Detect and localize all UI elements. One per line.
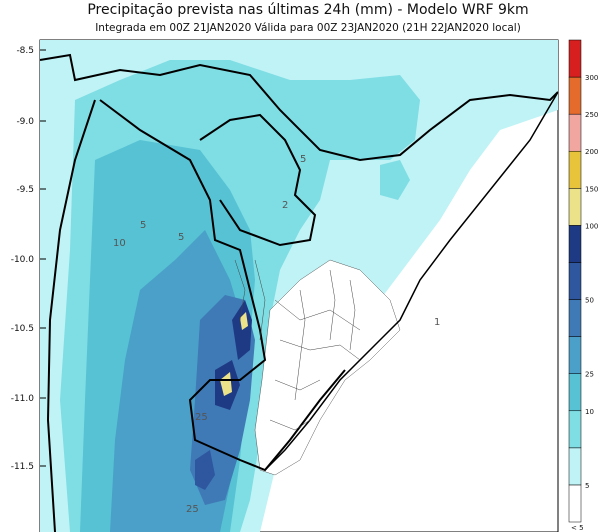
colorbar-swatch [568, 447, 582, 486]
colorbar-swatch [568, 39, 582, 78]
y-tick-2: -9.5 [16, 185, 46, 195]
colorbar-swatch [568, 299, 582, 337]
precip-core-3 [195, 450, 215, 490]
contour-labels: 5 5 10 25 25 2 5 1 [113, 154, 440, 515]
municipal-lines [234, 259, 361, 431]
colorbar: 5 10 25 50 100 150 200 250 300 < 5 [568, 39, 598, 532]
colorbar-tick-label: 50 [585, 297, 594, 305]
y-tick-label: -10.0 [11, 255, 35, 265]
contour-label: 10 [113, 238, 126, 249]
colorbar-swatch [568, 188, 582, 226]
colorbar-swatch [568, 150, 582, 189]
contour-label: 5 [178, 232, 184, 243]
y-tick-6: -11.5 [11, 462, 46, 472]
colorbar-swatch [568, 484, 582, 523]
map-title: Precipitação prevista nas últimas 24h (m… [87, 2, 529, 18]
colorbar-bottom-label: < 5 [571, 524, 584, 532]
colorbar-tick-label: 25 [585, 371, 594, 379]
y-tick-label: -11.5 [11, 462, 34, 472]
contour-label: 25 [186, 504, 199, 515]
state-border-inner [199, 113, 317, 247]
left-edge-border [46, 99, 96, 532]
colorbar-swatch [568, 76, 582, 115]
y-tick-4: -10.5 [11, 324, 46, 334]
colorbar-tick-label: 100 [585, 222, 598, 230]
colorbar-tick-label: 150 [585, 185, 598, 193]
y-tick-1: -9.0 [16, 117, 46, 127]
y-tick-3: -10.0 [11, 255, 46, 265]
contour-label: 5 [140, 220, 146, 231]
colorbar-tick-label: 300 [585, 74, 598, 82]
coastline [264, 91, 559, 471]
colorbar-swatch [568, 336, 582, 374]
y-tick-label: -11.0 [11, 394, 35, 404]
plot-area [39, 39, 559, 532]
colorbar-swatch [568, 225, 582, 263]
state-border-north [39, 53, 559, 162]
colorbar-tick-label: 10 [585, 408, 594, 416]
y-tick-5: -11.0 [11, 394, 46, 404]
colorbar-swatch [568, 410, 582, 449]
colorbar-tick-label: 200 [585, 148, 598, 156]
ocean-patch [380, 160, 410, 200]
map-subtitle: Integrada em 00Z 21JAN2020 Válida para 0… [95, 22, 521, 34]
y-tick-label: -10.5 [11, 324, 34, 334]
precip-peak-2 [220, 372, 232, 396]
y-tick-0: -8.5 [16, 46, 46, 56]
y-tick-label: -8.5 [16, 46, 34, 56]
contour-label: 2 [282, 200, 288, 211]
dry-region [254, 259, 401, 476]
y-tick-label: -9.5 [16, 185, 34, 195]
colorbar-swatch [568, 113, 582, 152]
contour-label: 25 [195, 412, 208, 423]
colorbar-tick-label: 5 [585, 482, 589, 490]
colorbar-swatch [568, 373, 582, 412]
y-axis: -8.5 -9.0 -9.5 -10.0 -10.5 -11.0 -11.5 [11, 46, 46, 472]
colorbar-swatch [568, 262, 582, 300]
contour-label: 1 [434, 317, 440, 328]
precip-peak-1 [240, 312, 248, 330]
contour-label: 5 [300, 154, 306, 165]
colorbar-tick-label: 250 [585, 111, 598, 119]
y-tick-label: -9.0 [16, 117, 34, 127]
